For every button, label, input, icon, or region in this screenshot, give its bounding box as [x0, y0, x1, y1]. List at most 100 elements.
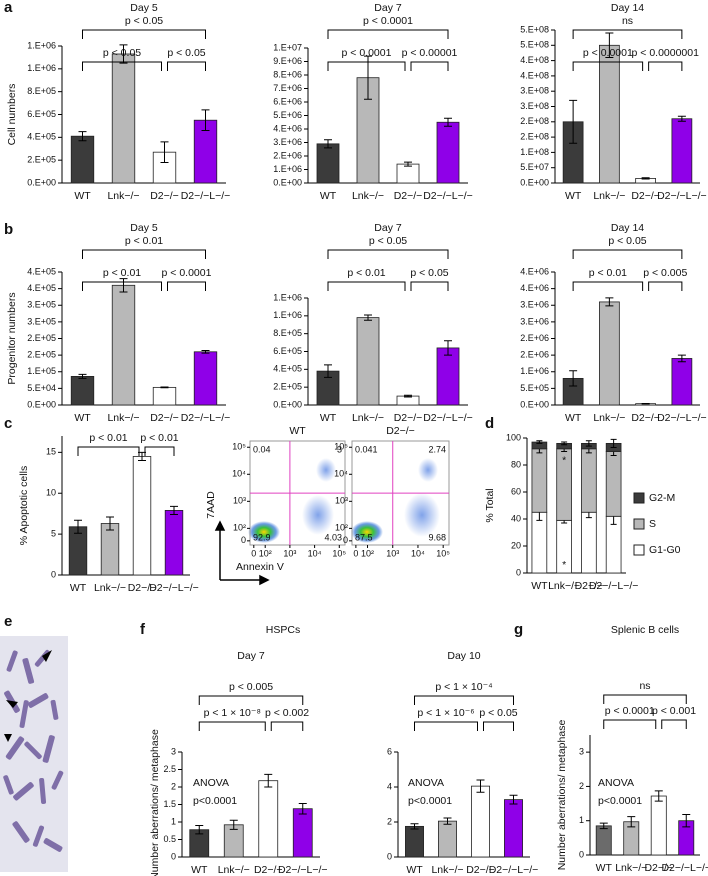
- error-bar: [444, 340, 452, 356]
- error-bar: [170, 505, 178, 515]
- x-tick-label: D2−/−L−/−: [181, 412, 231, 424]
- significance-bracket: [327, 29, 449, 39]
- y-tick-label: 10: [46, 488, 56, 498]
- y-tick-label: 2.E+05: [27, 350, 56, 360]
- p-value-label: p < 0.002: [265, 707, 309, 719]
- y-tick-label: 6.E+05: [27, 109, 56, 119]
- p-value-label: p < 0.05: [479, 707, 517, 719]
- p-value-label: p < 0.0001: [363, 15, 413, 27]
- x-tick-label: D2−/−: [575, 580, 604, 592]
- chart-title: Day 7: [374, 222, 402, 234]
- significance-bracket: [483, 721, 514, 731]
- x-tick-label: 10⁵: [332, 548, 346, 558]
- bar: [599, 301, 620, 406]
- p-value-label: p < 0.01: [347, 267, 385, 279]
- y-axis-label: Number aberrations/ metaphase: [556, 720, 568, 871]
- y-tick-label: 1.E+05: [27, 366, 56, 376]
- error-bar: [605, 297, 614, 307]
- y-tick-label: 80: [511, 459, 521, 469]
- chart-title: Day 14: [611, 222, 644, 234]
- x-tick-label: Lnk−/−: [352, 190, 384, 202]
- error-bar: [324, 364, 332, 378]
- y-tick-label: 0: [171, 851, 176, 861]
- error-bar: [404, 161, 412, 167]
- x-axis-label: Annexin V: [236, 561, 284, 573]
- y-tick-label: 4.E+06: [520, 283, 549, 293]
- x-tick-label: D2−/−L−/−: [423, 190, 473, 202]
- y-tick-label: 5.E+07: [520, 162, 549, 172]
- bar: [356, 317, 380, 406]
- p-value-label: p < 0.0001: [162, 267, 212, 279]
- error-bar: [404, 394, 412, 398]
- y-tick-label: 0.E+00: [520, 177, 549, 187]
- chart-title: Day 7: [374, 2, 402, 14]
- bar: [396, 163, 420, 184]
- y-tick-label: 4.E+08: [520, 70, 549, 80]
- y-tick-label: 1.E+06: [27, 63, 56, 73]
- y-tick-label: 4.E+06: [273, 123, 302, 133]
- error-bar: [364, 314, 372, 321]
- x-tick-label: D2−/−: [644, 862, 673, 874]
- legend-swatch: [633, 518, 645, 530]
- y-tick-label: 1.E+06: [273, 310, 302, 320]
- significance-bracket: [167, 281, 206, 291]
- error-bar: [201, 349, 210, 354]
- error-bar: [160, 386, 169, 389]
- bar: [111, 53, 136, 184]
- bar: [316, 143, 340, 184]
- bar: [258, 780, 279, 858]
- significance-bracket: [82, 281, 162, 291]
- x-tick-label: D2−/−: [150, 190, 179, 202]
- y-tick-label: 4.E+05: [273, 364, 302, 374]
- bar-segment: [581, 511, 597, 574]
- significance-bracket: [648, 61, 683, 71]
- y-tick-label: 60: [511, 486, 521, 496]
- y-tick-label: 3: [171, 746, 176, 756]
- y-axis-label: Cell numbers: [6, 84, 18, 146]
- x-tick-label: 0: [353, 548, 358, 558]
- significance-bracket: [327, 249, 449, 259]
- x-tick-label: WT: [320, 412, 337, 424]
- panel-label: a: [4, 0, 13, 16]
- significance-bracket: [198, 695, 304, 705]
- error-bar: [654, 790, 663, 802]
- chart-title: Splenic B cells: [611, 624, 679, 636]
- error-bar: [264, 773, 273, 788]
- y-tick-label: 6.E+06: [273, 96, 302, 106]
- y-tick-label: 0.E+00: [520, 399, 549, 409]
- significance-bracket: [167, 61, 206, 71]
- y-tick-label: 1.E+06: [27, 40, 56, 50]
- bar-segment: [605, 451, 622, 517]
- significance-bracket: [77, 446, 140, 456]
- plot-title: D2−/−: [386, 425, 415, 437]
- y-tick-label: 1.E+08: [520, 147, 549, 157]
- error-bar: [476, 779, 485, 793]
- p-value-label: p < 0.05: [608, 235, 646, 247]
- quadrant-percent: 9.68: [428, 532, 446, 542]
- error-bar: [160, 141, 169, 163]
- chart-title: Day 5: [130, 2, 158, 14]
- p-value-label: p < 1 × 10⁻⁴: [435, 681, 492, 693]
- x-tick-label: Lnk−/−: [615, 862, 647, 874]
- quadrant-percent: 92.9: [253, 532, 271, 542]
- significance-bracket: [414, 721, 478, 731]
- x-tick-label: D2−/−L−/−: [278, 864, 328, 876]
- x-tick-label: 10⁴: [308, 548, 322, 558]
- y-tick-label: 4.E+08: [520, 55, 549, 65]
- annotation: ANOVA: [408, 777, 444, 789]
- error-bar: [195, 825, 204, 835]
- y-axis-label: % Apoptotic cells: [18, 466, 30, 545]
- significance-marker: *: [562, 559, 566, 571]
- y-axis-label: Progenitor numbers: [6, 292, 18, 384]
- significance-bracket: [327, 61, 406, 71]
- bar: [111, 284, 136, 406]
- error-bar: [444, 117, 452, 127]
- significance-bracket: [82, 249, 206, 259]
- chart-title: Day 14: [611, 2, 644, 14]
- quadrant-percent: 2.74: [428, 444, 446, 454]
- x-tick-label: 10⁵: [436, 548, 450, 558]
- bar: [164, 510, 184, 576]
- error-bar: [569, 370, 578, 387]
- significance-bracket: [572, 249, 683, 259]
